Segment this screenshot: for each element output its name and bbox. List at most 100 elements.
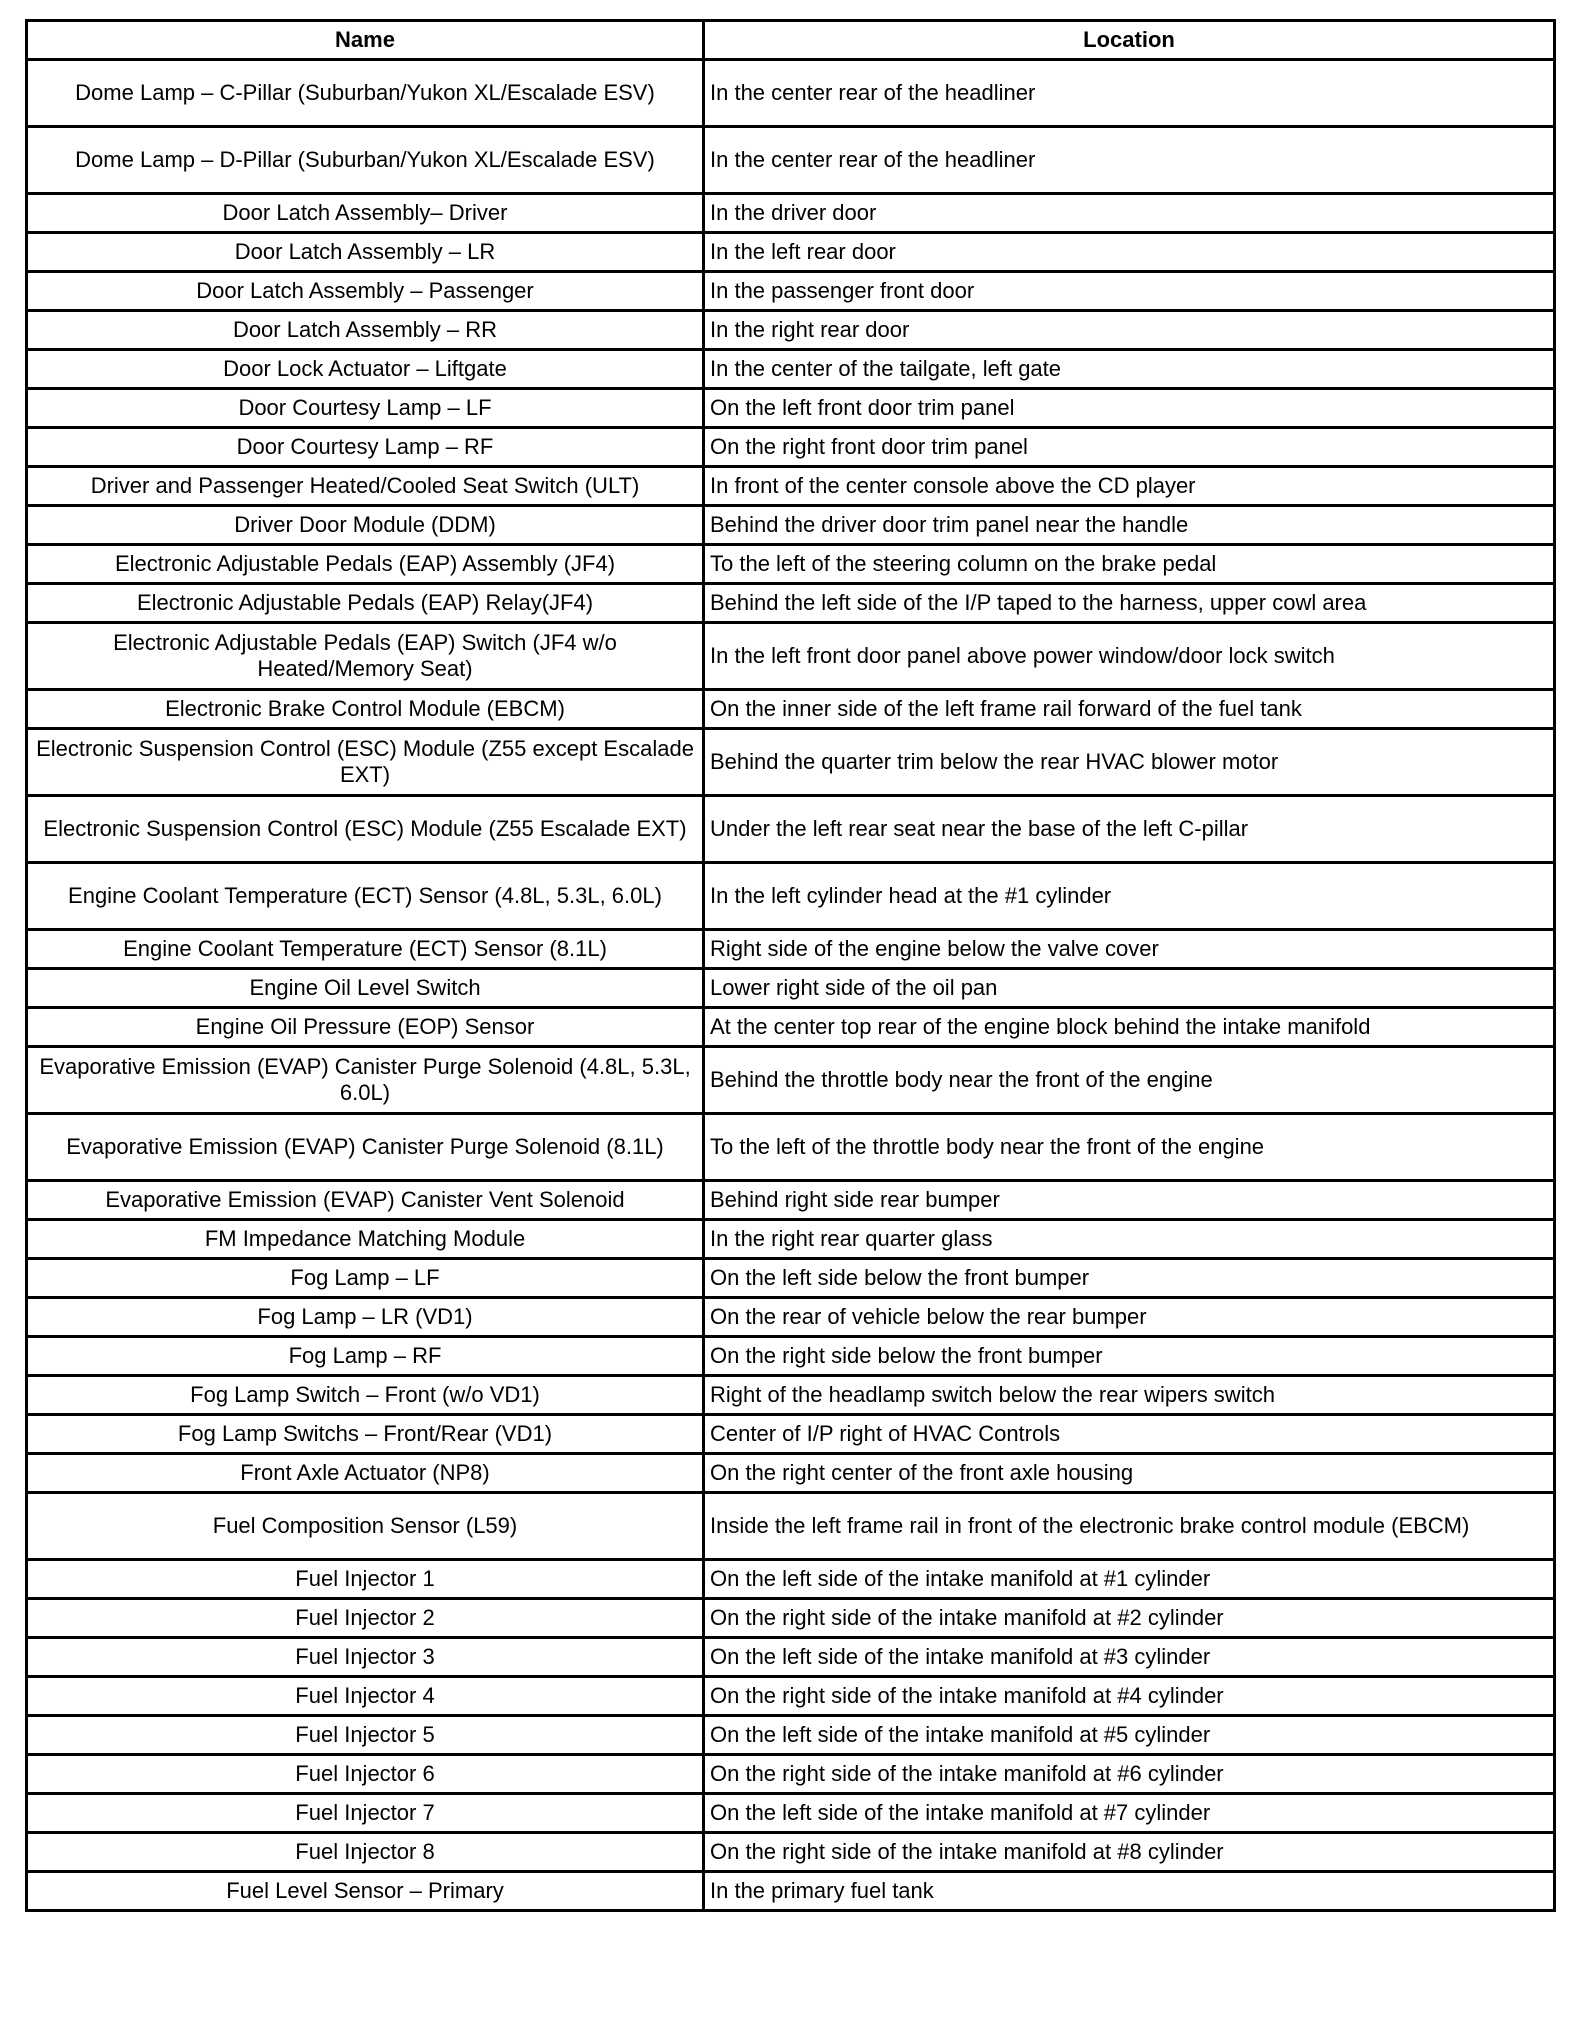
component-location-cell: On the left front door trim panel (702, 387, 1556, 429)
table-row: Door Courtesy Lamp – RF On the right fron… (25, 426, 1556, 468)
component-location-cell: On the left side of the intake manifold … (702, 1636, 1556, 1678)
table-row: Door Latch Assembly – RR In the right rea… (25, 309, 1556, 351)
component-name-cell: Fuel Injector 8 (25, 1831, 705, 1873)
table-row: Fog Lamp – LF On the left side below the … (25, 1257, 1556, 1299)
component-name-cell: Fuel Injector 4 (25, 1675, 705, 1717)
component-location-cell: Inside the left frame rail in front of t… (702, 1491, 1556, 1561)
component-name-cell: Fog Lamp – RF (25, 1335, 705, 1377)
table-row: Electronic Adjustable Pedals (EAP) Relay… (25, 582, 1556, 624)
component-location-cell: Behind the quarter trim below the rear H… (702, 727, 1556, 797)
component-name-cell: Door Lock Actuator – Liftgate (25, 348, 705, 390)
component-name-cell: Driver and Passenger Heated/Cooled Seat … (25, 465, 705, 507)
table-row: Fuel Injector 2 On the right side of the … (25, 1597, 1556, 1639)
table-row: Front Axle Actuator (NP8) On the right ce… (25, 1452, 1556, 1494)
component-location-cell: Behind the driver door trim panel near t… (702, 504, 1556, 546)
component-name-cell: Electronic Suspension Control (ESC) Modu… (25, 727, 705, 797)
component-name-cell: Door Latch Assembly – Passenger (25, 270, 705, 312)
table-row: Door Lock Actuator – Liftgate In the cent… (25, 348, 1556, 390)
component-location-cell: On the right side of the intake manifold… (702, 1753, 1556, 1795)
component-location-cell: In the right rear door (702, 309, 1556, 351)
table-row: Fog Lamp Switch – Front (w/o VD1) Right o… (25, 1374, 1556, 1416)
component-location-cell: On the right center of the front axle ho… (702, 1452, 1556, 1494)
table-row: Driver and Passenger Heated/Cooled Seat … (25, 465, 1556, 507)
table-row: Fog Lamp Switchs – Front/Rear (VD1) Cente… (25, 1413, 1556, 1455)
component-location-cell: On the inner side of the left frame rail… (702, 688, 1556, 730)
component-name-cell: Engine Oil Level Switch (25, 967, 705, 1009)
component-name-cell: Fog Lamp Switchs – Front/Rear (VD1) (25, 1413, 705, 1455)
component-location-cell: In the left cylinder head at the #1 cyli… (702, 861, 1556, 931)
component-location-cell: In the primary fuel tank (702, 1870, 1556, 1912)
table-row: Fuel Injector 3 On the left side of the i… (25, 1636, 1556, 1678)
table-row: Fuel Injector 7 On the left side of the i… (25, 1792, 1556, 1834)
component-location-cell: Under the left rear seat near the base o… (702, 794, 1556, 864)
component-name-cell: Fog Lamp – LF (25, 1257, 705, 1299)
component-location-cell: Right of the headlamp switch below the r… (702, 1374, 1556, 1416)
component-location-cell: Right side of the engine below the valve… (702, 928, 1556, 970)
component-location-cell: On the rear of vehicle below the rear bu… (702, 1296, 1556, 1338)
table-row: Fuel Injector 6 On the right side of the … (25, 1753, 1556, 1795)
column-header-location: Location (702, 19, 1556, 61)
component-name-cell: Door Courtesy Lamp – LF (25, 387, 705, 429)
column-header-name: Name (25, 19, 705, 61)
component-name-cell: Driver Door Module (DDM) (25, 504, 705, 546)
component-location-cell: In the left rear door (702, 231, 1556, 273)
component-location-cell: Center of I/P right of HVAC Controls (702, 1413, 1556, 1455)
component-name-cell: Fuel Injector 6 (25, 1753, 705, 1795)
component-name-cell: Evaporative Emission (EVAP) Canister Ven… (25, 1179, 705, 1221)
component-location-cell: On the right front door trim panel (702, 426, 1556, 468)
component-name-cell: Door Latch Assembly– Driver (25, 192, 705, 234)
component-name-cell: Evaporative Emission (EVAP) Canister Pur… (25, 1112, 705, 1182)
component-location-cell: To the left of the throttle body near th… (702, 1112, 1556, 1182)
component-name-cell: Fuel Level Sensor – Primary (25, 1870, 705, 1912)
component-name-cell: Fog Lamp Switch – Front (w/o VD1) (25, 1374, 705, 1416)
table-row: Evaporative Emission (EVAP) Canister Pur… (25, 1112, 1556, 1182)
table-row: Evaporative Emission (EVAP) Canister Ven… (25, 1179, 1556, 1221)
component-location-cell: In front of the center console above the… (702, 465, 1556, 507)
table-row: Evaporative Emission (EVAP) Canister Pur… (25, 1045, 1556, 1115)
component-location-cell: On the left side of the intake manifold … (702, 1792, 1556, 1834)
component-location-cell: Behind the left side of the I/P taped to… (702, 582, 1556, 624)
table-row: Door Latch Assembly– Driver In the driver… (25, 192, 1556, 234)
component-name-cell: Engine Oil Pressure (EOP) Sensor (25, 1006, 705, 1048)
component-location-cell: On the left side of the intake manifold … (702, 1558, 1556, 1600)
component-location-cell: In the driver door (702, 192, 1556, 234)
component-location-cell: In the center rear of the headliner (702, 58, 1556, 128)
table-row: Fuel Composition Sensor (L59) Inside the … (25, 1491, 1556, 1561)
table-row: Fuel Injector 4 On the right side of the … (25, 1675, 1556, 1717)
component-location-cell: Lower right side of the oil pan (702, 967, 1556, 1009)
table-row: FM Impedance Matching Module In the right… (25, 1218, 1556, 1260)
table-row: Electronic Brake Control Module (EBCM) On… (25, 688, 1556, 730)
component-location-cell: At the center top rear of the engine blo… (702, 1006, 1556, 1048)
table-row: Electronic Adjustable Pedals (EAP) Switc… (25, 621, 1556, 691)
component-location-cell: Behind right side rear bumper (702, 1179, 1556, 1221)
component-location-cell: In the center rear of the headliner (702, 125, 1556, 195)
component-location-cell: On the left side of the intake manifold … (702, 1714, 1556, 1756)
component-location-cell: Behind the throttle body near the front … (702, 1045, 1556, 1115)
component-name-cell: Electronic Brake Control Module (EBCM) (25, 688, 705, 730)
component-name-cell: Fuel Composition Sensor (L59) (25, 1491, 705, 1561)
table-row: Fuel Level Sensor – Primary In the primar… (25, 1870, 1556, 1912)
table-body: Dome Lamp – C-Pillar (Suburban/Yukon XL/… (25, 58, 1556, 1912)
component-name-cell: Electronic Adjustable Pedals (EAP) Switc… (25, 621, 705, 691)
component-location-cell: On the right side of the intake manifold… (702, 1597, 1556, 1639)
component-name-cell: Electronic Adjustable Pedals (EAP) Assem… (25, 543, 705, 585)
component-location-cell: On the left side below the front bumper (702, 1257, 1556, 1299)
table-row: Electronic Suspension Control (ESC) Modu… (25, 727, 1556, 797)
component-location-cell: In the right rear quarter glass (702, 1218, 1556, 1260)
component-name-cell: Fuel Injector 2 (25, 1597, 705, 1639)
table-row: Fuel Injector 8 On the right side of the … (25, 1831, 1556, 1873)
component-name-cell: FM Impedance Matching Module (25, 1218, 705, 1260)
component-location-cell: To the left of the steering column on th… (702, 543, 1556, 585)
component-location-cell: On the right side below the front bumper (702, 1335, 1556, 1377)
component-name-cell: Fog Lamp – LR (VD1) (25, 1296, 705, 1338)
component-location-cell: On the right side of the intake manifold… (702, 1675, 1556, 1717)
table-row: Driver Door Module (DDM) Behind the drive… (25, 504, 1556, 546)
table-row: Engine Coolant Temperature (ECT) Sensor … (25, 861, 1556, 931)
table-row: Fog Lamp – LR (VD1) On the rear of vehicl… (25, 1296, 1556, 1338)
component-name-cell: Engine Coolant Temperature (ECT) Sensor … (25, 928, 705, 970)
component-name-cell: Dome Lamp – D-Pillar (Suburban/Yukon XL/… (25, 125, 705, 195)
component-name-cell: Front Axle Actuator (NP8) (25, 1452, 705, 1494)
component-name-cell: Fuel Injector 1 (25, 1558, 705, 1600)
table-row: Engine Oil Level Switch Lower right side … (25, 967, 1556, 1009)
component-location-cell: In the left front door panel above power… (702, 621, 1556, 691)
